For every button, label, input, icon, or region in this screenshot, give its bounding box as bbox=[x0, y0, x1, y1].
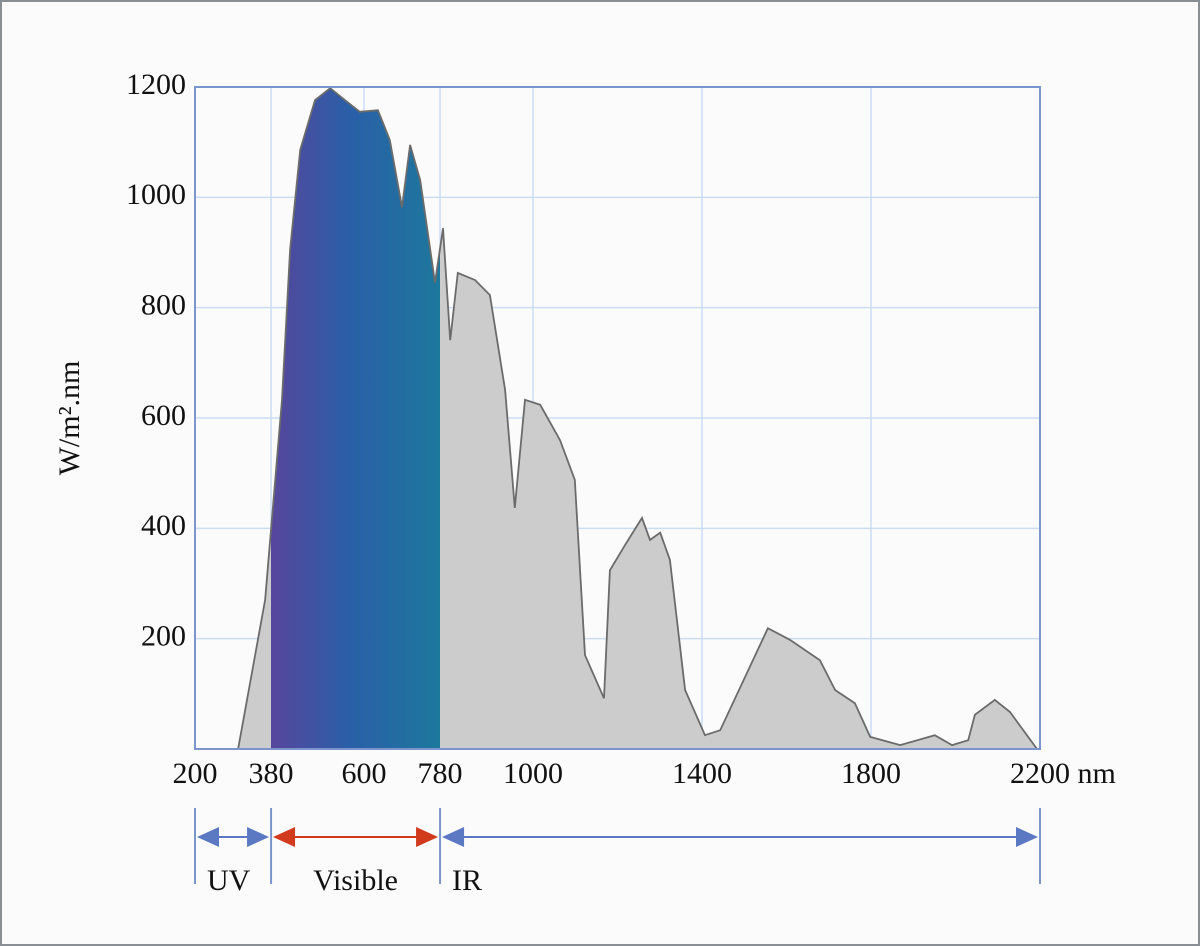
x-tick-label: 780 bbox=[418, 757, 463, 790]
y-axis-label: W/m².nm bbox=[53, 361, 86, 476]
band-label: Visible bbox=[313, 864, 398, 897]
arrow-head bbox=[197, 827, 219, 847]
x-tick-label: 380 bbox=[249, 757, 294, 790]
y-tick-label: 800 bbox=[141, 289, 186, 322]
y-tick-label: 600 bbox=[141, 399, 186, 432]
y-tick-label: 1000 bbox=[126, 178, 186, 211]
arrow-head bbox=[416, 827, 439, 847]
arrow-head bbox=[247, 827, 270, 847]
arrow-head bbox=[442, 827, 465, 847]
x-tick-label: 2200 nm bbox=[1010, 757, 1116, 790]
x-tick-label: 600 bbox=[342, 757, 387, 790]
band-label: IR bbox=[452, 864, 482, 897]
visible-spectrum bbox=[271, 88, 441, 749]
band-label: UV bbox=[207, 864, 251, 897]
plot-frame bbox=[194, 86, 1041, 750]
x-tick-label: 1000 bbox=[503, 757, 563, 790]
x-tick-label: 1400 bbox=[672, 757, 732, 790]
y-tick-label: 200 bbox=[141, 620, 186, 653]
x-tick-label: 1800 bbox=[841, 757, 901, 790]
y-tick-label: 400 bbox=[141, 509, 186, 542]
arrow-head bbox=[273, 827, 296, 847]
x-tick-label: 200 bbox=[173, 757, 218, 790]
arrow-head bbox=[1016, 827, 1038, 847]
y-tick-label: 1200 bbox=[126, 68, 186, 101]
spectrum-line bbox=[237, 86, 1038, 750]
